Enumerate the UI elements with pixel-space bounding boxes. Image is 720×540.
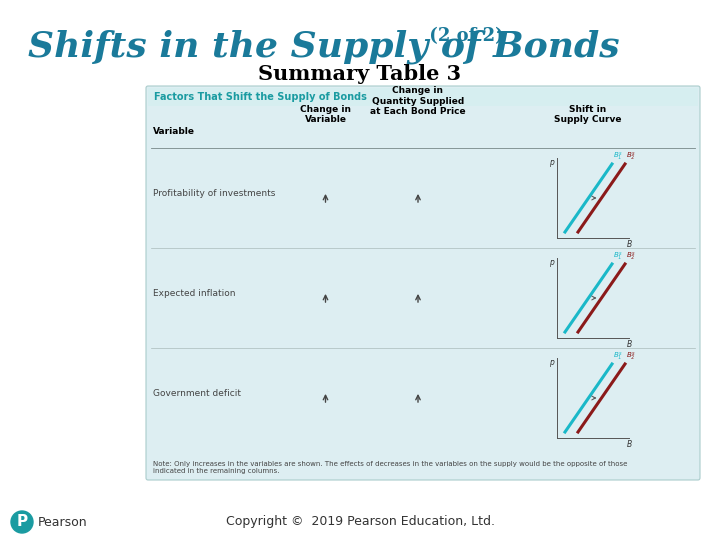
Text: $B_1^s$: $B_1^s$: [613, 251, 623, 263]
Circle shape: [11, 511, 33, 533]
Bar: [148, 88, 698, 106]
Text: $B_2^s$: $B_2^s$: [626, 351, 636, 363]
Text: Shift in
Supply Curve: Shift in Supply Curve: [554, 105, 622, 124]
Text: B: B: [626, 340, 631, 349]
Text: p: p: [549, 358, 554, 367]
Text: Profitability of investments: Profitability of investments: [153, 190, 275, 199]
Text: Summary Table 3: Summary Table 3: [258, 64, 462, 84]
Text: Note: Only increases in the variables are shown. The effects of decreases in the: Note: Only increases in the variables ar…: [153, 461, 627, 474]
Text: Government deficit: Government deficit: [153, 389, 241, 399]
Text: Variable: Variable: [153, 127, 195, 136]
Text: B: B: [626, 440, 631, 449]
Text: $B_2^s$: $B_2^s$: [626, 151, 636, 163]
Text: B: B: [626, 240, 631, 249]
Text: Factors That Shift the Supply of Bonds: Factors That Shift the Supply of Bonds: [154, 92, 367, 102]
Text: Change in
Quantity Supplied
at Each Bond Price: Change in Quantity Supplied at Each Bond…: [370, 86, 466, 116]
Text: P: P: [17, 515, 27, 530]
Text: Expected inflation: Expected inflation: [153, 289, 235, 299]
Text: p: p: [549, 158, 554, 167]
Text: $B_2^s$: $B_2^s$: [626, 251, 636, 263]
Text: p: p: [549, 258, 554, 267]
Text: Change in
Variable: Change in Variable: [300, 105, 351, 124]
FancyBboxPatch shape: [146, 86, 700, 480]
Text: Shifts in the Supply of Bonds: Shifts in the Supply of Bonds: [28, 30, 620, 64]
Text: $B_1^s$: $B_1^s$: [613, 351, 623, 363]
Text: $B_1^s$: $B_1^s$: [613, 151, 623, 163]
Text: Pearson: Pearson: [38, 516, 88, 529]
Text: Copyright ©  2019 Pearson Education, Ltd.: Copyright © 2019 Pearson Education, Ltd.: [225, 516, 495, 529]
Text: (2 of 2): (2 of 2): [423, 27, 503, 45]
